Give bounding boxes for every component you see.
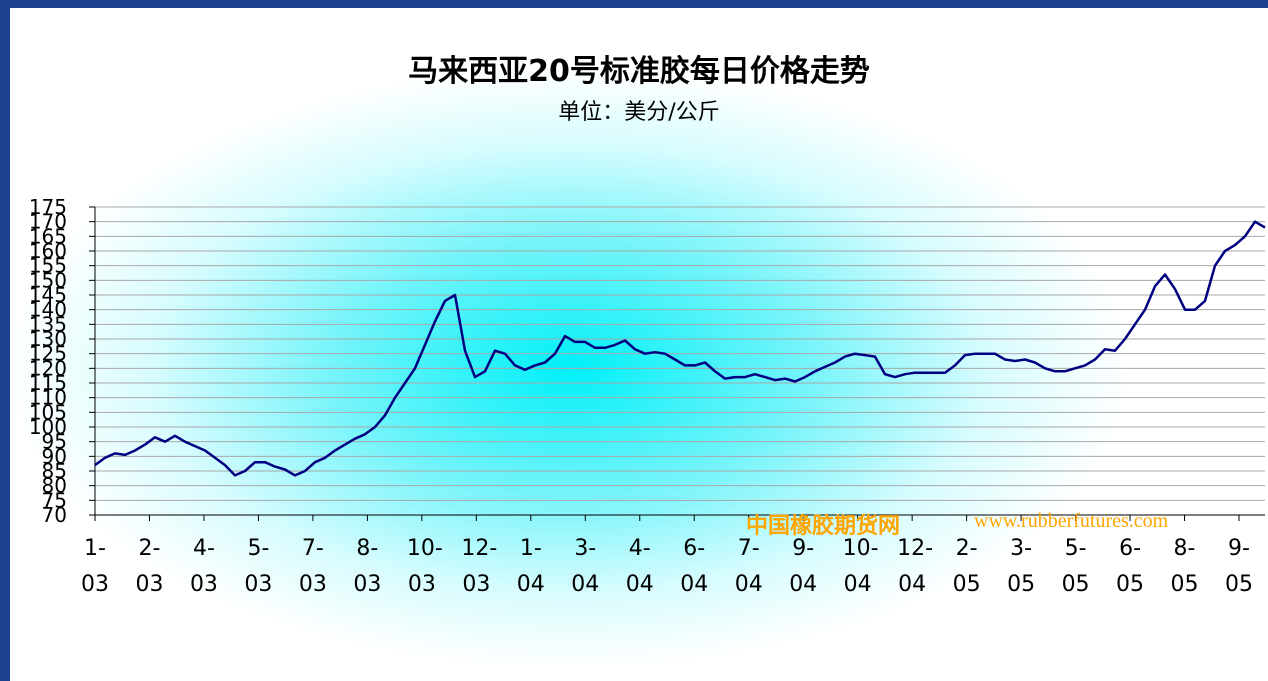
y-tick-label: 140: [29, 298, 67, 322]
y-tick-label: 120: [29, 356, 67, 380]
x-tick-label: 9-05: [1225, 536, 1253, 597]
x-tick-label: 2-03: [135, 536, 164, 597]
y-tick-label: 125: [29, 342, 67, 366]
x-tick-label: 7-03: [298, 536, 327, 597]
x-tick-label: 6-05: [1116, 536, 1145, 597]
chart-subtitle: 单位：美分/公斤: [558, 100, 720, 125]
y-tick-label: 95: [42, 430, 67, 454]
x-tick-label: 1-03: [81, 536, 109, 597]
y-tick-label: 155: [29, 254, 67, 278]
x-tick-label: 1-04: [516, 536, 545, 597]
y-tick-label: 170: [29, 210, 67, 234]
y-tick-label: 130: [29, 327, 67, 351]
x-tick-label: 8-05: [1170, 536, 1199, 597]
x-tick-label: 3-05: [1007, 536, 1036, 597]
y-tick-label: 70: [42, 503, 67, 527]
y-tick-label: 100: [29, 415, 67, 439]
chart: 7075808590951001051101151201251301351401…: [29, 195, 1266, 527]
panel: 马来西亚20号标准胶每日价格走势 单位：美分/公斤 70 75 80 85 90 95 10…: [10, 8, 1268, 681]
watermark-url: www.rubberfutures.com: [974, 510, 1169, 532]
x-tick-label: 6-04: [680, 536, 709, 597]
x-tick-label: 2-05: [952, 536, 981, 597]
y-tick-label: 165: [29, 224, 67, 248]
x-tick-label: 7-04: [734, 536, 763, 597]
y-tick-label: 115: [29, 371, 67, 395]
y-tick-label: 80: [42, 474, 67, 498]
x-tick-label: 4-04: [625, 536, 654, 597]
y-tick-label: 85: [42, 459, 67, 483]
y-tick-label: 145: [29, 283, 67, 307]
y-tick-label: 175: [29, 195, 67, 219]
y-tick-label: 160: [29, 239, 67, 263]
chart-title: 马来西亚20号标准胶每日价格走势: [408, 54, 870, 89]
y-tick-label: 110: [29, 386, 67, 410]
y-tick-label: 150: [29, 268, 67, 292]
x-tick-label: 3-04: [571, 536, 600, 597]
y-tick-label: 135: [29, 312, 67, 336]
y-tick-label: 75: [42, 488, 67, 512]
x-tick-label: 12-04: [897, 536, 934, 597]
x-tick-label: 10-04: [842, 536, 879, 597]
x-tick-label: 10-03: [406, 536, 443, 597]
price-line: [94, 220, 1266, 477]
x-tick-label: 5-03: [244, 536, 273, 597]
x-tick-label: 4-03: [189, 536, 218, 597]
y-tick-label: 90: [42, 444, 67, 468]
x-tick-label: 5-05: [1061, 536, 1090, 597]
x-tick-label: 8-03: [353, 536, 382, 597]
y-tick-label: 105: [29, 400, 67, 424]
watermark: 中国橡胶期货网: [746, 514, 901, 539]
x-tick-label: 9-04: [789, 536, 818, 597]
x-tick-label: 12-03: [461, 536, 498, 597]
